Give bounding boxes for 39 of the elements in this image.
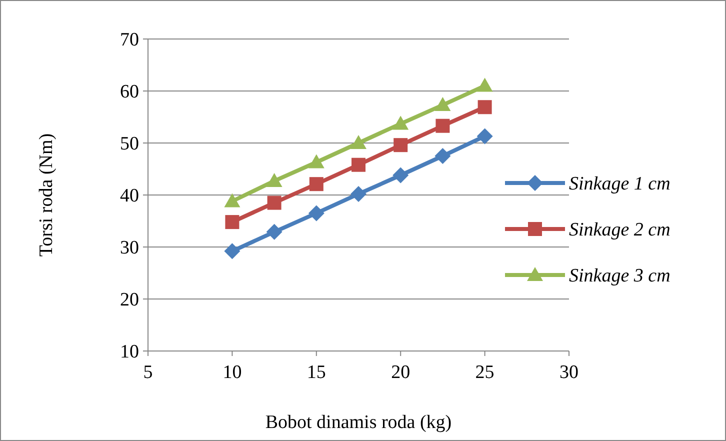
y-tick-label: 10 <box>120 342 139 363</box>
point <box>352 158 366 172</box>
legend-label: Sinkage 1 cm <box>569 174 670 195</box>
legend-label: Sinkage 2 cm <box>569 220 670 241</box>
y-tick-label: 20 <box>120 290 139 311</box>
point <box>267 196 282 210</box>
point <box>392 116 409 130</box>
point <box>392 167 409 184</box>
y-tick-label: 70 <box>120 30 139 51</box>
x-tick-label: 30 <box>560 362 578 383</box>
x-tick-label: 25 <box>475 362 494 383</box>
x-tick-label: 10 <box>222 362 242 383</box>
point <box>224 193 240 208</box>
x-axis-title: Bobot dinamis roda (kg) <box>265 412 452 433</box>
x-tick-label: 20 <box>391 362 410 383</box>
point <box>436 118 450 133</box>
point <box>434 97 451 112</box>
point <box>350 186 366 202</box>
point <box>308 154 324 168</box>
x-tick-label: 5 <box>143 362 153 383</box>
point <box>309 177 324 192</box>
y-tick-label: 50 <box>120 134 139 155</box>
y-tick-label: 40 <box>120 186 139 207</box>
y-axis-title: Torsi roda (Nm) <box>36 133 57 257</box>
x-tick-label: 15 <box>306 362 326 383</box>
legend-label: Sinkage 3 cm <box>569 266 670 287</box>
y-tick-label: 60 <box>120 82 139 103</box>
point <box>266 224 282 240</box>
point <box>224 243 240 260</box>
y-tick-label: 30 <box>120 238 139 259</box>
point <box>308 205 324 222</box>
point <box>478 100 492 114</box>
point <box>394 138 408 152</box>
point <box>476 78 493 92</box>
point <box>476 128 493 144</box>
point <box>350 135 366 149</box>
point <box>225 215 240 230</box>
point <box>434 148 451 164</box>
point <box>266 172 282 187</box>
